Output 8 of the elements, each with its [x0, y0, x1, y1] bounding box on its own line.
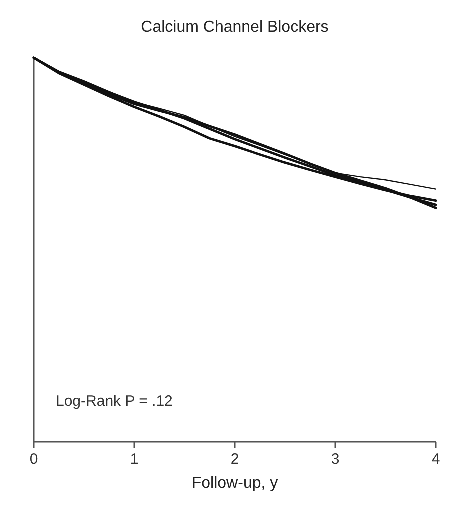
x-tick-label: 1	[130, 451, 139, 468]
x-axis-title: Follow-up, y	[192, 475, 278, 492]
annotation: Log-Rank P = .12	[56, 393, 173, 410]
x-tick-label: 3	[331, 451, 340, 468]
x-tick-label: 2	[230, 451, 240, 468]
x-tick-label: 4	[432, 451, 440, 468]
x-tick-label: 0	[30, 451, 38, 468]
chart-title: Calcium Channel Blockers	[141, 19, 329, 36]
